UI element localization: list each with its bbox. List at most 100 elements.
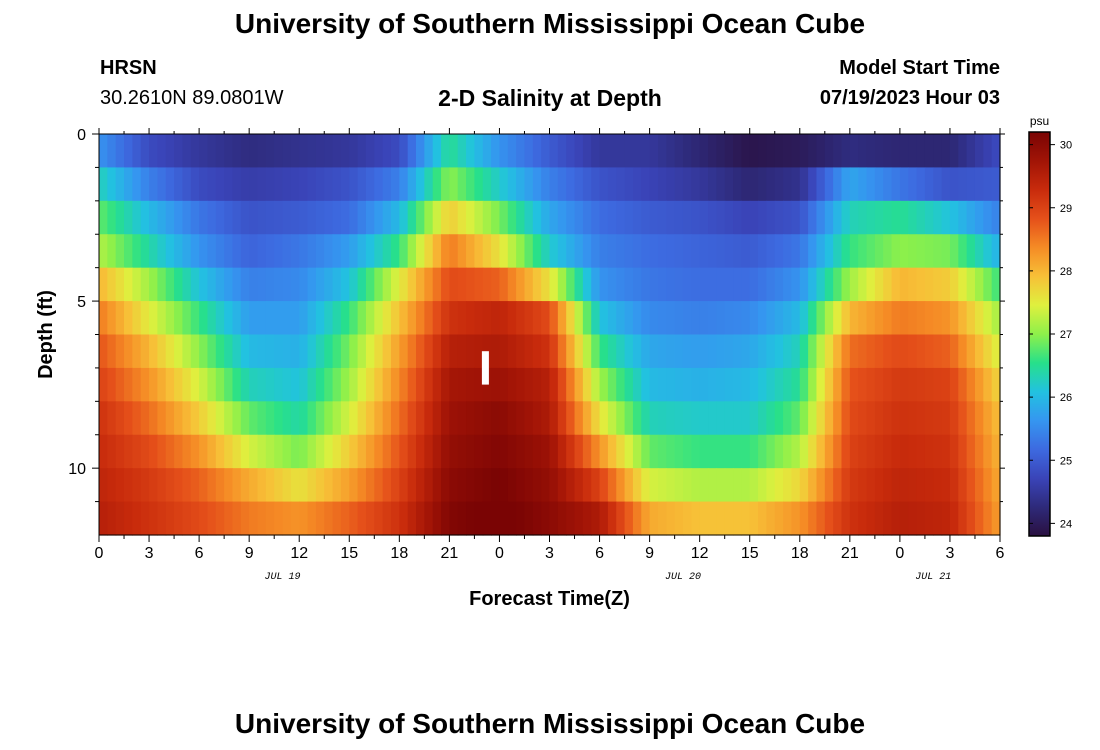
heatmap-cell <box>582 468 592 503</box>
heatmap-cell <box>357 367 367 402</box>
heatmap-cell <box>507 367 517 402</box>
heatmap-cell <box>966 267 976 302</box>
heatmap-cell <box>582 200 592 235</box>
heatmap-cell <box>299 301 309 336</box>
heatmap-cell <box>883 301 893 336</box>
heatmap-cell <box>224 167 234 202</box>
heatmap-cell <box>607 301 617 336</box>
heatmap-cell <box>532 434 542 469</box>
heatmap-cell <box>599 501 609 536</box>
heatmap-cell <box>265 501 275 536</box>
heatmap-cell <box>691 234 701 269</box>
heatmap-cell <box>699 434 709 469</box>
heatmap-cell <box>691 367 701 402</box>
heatmap-cell <box>407 234 417 269</box>
heatmap-cell <box>833 501 843 536</box>
heatmap-cell <box>474 200 484 235</box>
heatmap-cell <box>532 134 542 169</box>
heatmap-cell <box>207 267 217 302</box>
heatmap-cell <box>140 434 150 469</box>
heatmap-cell <box>357 434 367 469</box>
heatmap-cell <box>624 167 634 202</box>
heatmap-cell <box>115 167 125 202</box>
heatmap-cell <box>891 234 901 269</box>
heatmap-cell <box>215 167 225 202</box>
heatmap-cell <box>365 367 375 402</box>
heatmap-cell <box>791 200 801 235</box>
heatmap-cell <box>199 367 209 402</box>
heatmap-cell <box>332 401 342 436</box>
heatmap-cell <box>841 434 851 469</box>
heatmap-cell <box>399 234 409 269</box>
heatmap-cell <box>983 501 993 536</box>
x-tick-label: 6 <box>996 545 1005 562</box>
heatmap-cell <box>516 367 526 402</box>
heatmap-cell <box>566 334 576 369</box>
heatmap-cell <box>299 434 309 469</box>
heatmap-cell <box>774 167 784 202</box>
heatmap-cell <box>207 334 217 369</box>
heatmap-cell <box>199 434 209 469</box>
heatmap-cell <box>449 167 459 202</box>
heatmap-cell <box>808 167 818 202</box>
heatmap-cell <box>274 134 284 169</box>
heatmap-cell <box>307 501 317 536</box>
heatmap-cell <box>941 234 951 269</box>
heatmap-cell <box>758 167 767 202</box>
heatmap-cell <box>557 301 567 336</box>
heatmap-cell <box>841 234 851 269</box>
heatmap-cell <box>207 401 217 436</box>
heatmap-cell <box>474 434 484 469</box>
heatmap-cell <box>833 401 843 436</box>
heatmap-cell <box>541 468 551 503</box>
heatmap-cell <box>741 134 751 169</box>
heatmap-cell <box>591 434 601 469</box>
heatmap-cell <box>390 200 400 235</box>
heatmap-cell <box>307 301 317 336</box>
heatmap-cell <box>499 367 509 402</box>
heatmap-cell <box>390 334 400 369</box>
heatmap-cell <box>340 134 350 169</box>
heatmap-cell <box>933 501 943 536</box>
heatmap-cell <box>365 434 375 469</box>
heatmap-cell <box>799 367 809 402</box>
heatmap-cell <box>874 134 884 169</box>
heatmap-cell <box>758 200 767 235</box>
heatmap-cell <box>816 468 826 503</box>
heatmap-cell <box>983 367 993 402</box>
heatmap-cell <box>190 167 200 202</box>
heatmap-cell <box>641 234 651 269</box>
heatmap-cell <box>899 334 909 369</box>
heatmap-cell <box>149 200 158 235</box>
heatmap-cell <box>708 334 717 369</box>
heatmap-cell <box>824 334 834 369</box>
heatmap-cell <box>908 434 918 469</box>
heatmap-cell <box>899 167 909 202</box>
heatmap-cell <box>140 334 150 369</box>
heatmap-cell <box>182 367 192 402</box>
heatmap-cell <box>749 434 759 469</box>
heatmap-cell <box>591 334 601 369</box>
heatmap-cell <box>958 468 968 503</box>
heatmap-cell <box>149 167 158 202</box>
heatmap-cell <box>566 134 576 169</box>
heatmap-cell <box>232 334 242 369</box>
heatmap-cell <box>182 334 192 369</box>
heatmap-cell <box>582 301 592 336</box>
heatmap-cell <box>733 267 742 302</box>
heatmap-cell <box>949 200 959 235</box>
heatmap-cell <box>741 167 751 202</box>
heatmap-cell <box>849 167 859 202</box>
heatmap-cell <box>215 234 225 269</box>
heatmap-cell <box>199 267 209 302</box>
heatmap-cell <box>916 167 926 202</box>
heatmap-cell <box>499 301 509 336</box>
heatmap-cell <box>849 234 859 269</box>
heatmap-cell <box>933 401 943 436</box>
heatmap-cell <box>657 367 667 402</box>
heatmap-cell <box>124 267 133 302</box>
heatmap-cell <box>115 367 125 402</box>
heatmap-cell <box>858 301 868 336</box>
heatmap-cell <box>324 167 334 202</box>
heatmap-cell <box>182 134 192 169</box>
